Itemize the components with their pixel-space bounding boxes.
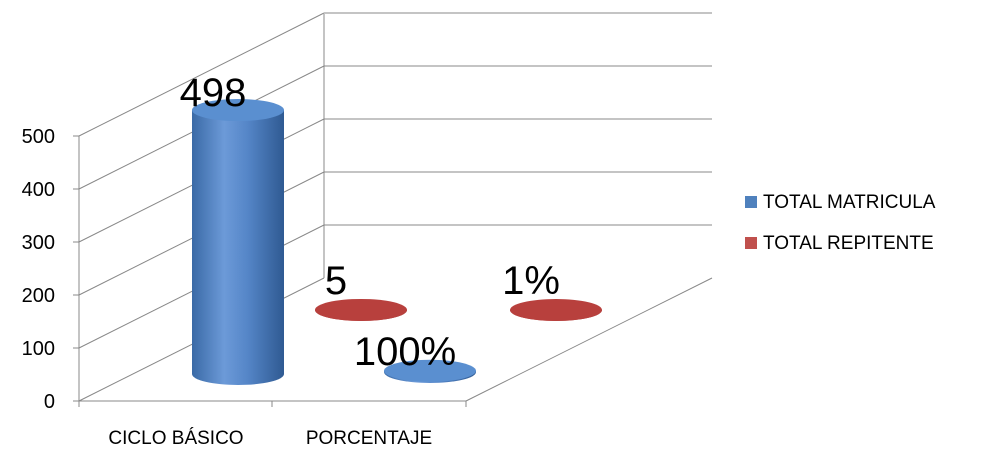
- bar-ciclo-basico-matricula: [192, 99, 284, 385]
- bars: [192, 99, 602, 385]
- y-axis-ticks: 0 100 200 300 400 500: [22, 126, 79, 413]
- data-label: 1%: [502, 259, 560, 303]
- y-tick-label: 200: [22, 285, 55, 307]
- gridline-side: [78, 12, 325, 137]
- bar-ciclo-basico-repitente: [315, 298, 407, 321]
- floor-right-edge: [465, 277, 713, 402]
- y-tick-label: 300: [22, 232, 55, 254]
- x-axis-ticks: [78, 401, 467, 407]
- legend-swatch: [745, 237, 757, 249]
- x-axis-categories: CICLO BÁSICO PORCENTAJE: [108, 428, 432, 449]
- bar-top: [384, 359, 476, 382]
- legend-label: TOTAL MATRICULA: [763, 192, 936, 213]
- data-label: 498: [180, 71, 247, 115]
- bar-porcentaje-matricula: [384, 359, 476, 383]
- y-tick-label: 0: [44, 391, 55, 413]
- data-label: 100%: [354, 330, 456, 374]
- bar-top: [192, 99, 284, 122]
- y-tick-label: 100: [22, 338, 55, 360]
- legend-swatch: [745, 196, 757, 208]
- x-category-label: PORCENTAJE: [306, 428, 432, 449]
- legend-label: TOTAL REPITENTE: [763, 233, 934, 254]
- x-category-label: CICLO BÁSICO: [108, 428, 243, 449]
- bar-body: [192, 110, 284, 385]
- y-tick-label: 400: [22, 179, 55, 201]
- bar-porcentaje-repitente: [510, 298, 602, 321]
- data-label: 5: [325, 259, 347, 303]
- gridlines: [78, 12, 712, 349]
- bar-top: [315, 298, 407, 321]
- legend: TOTAL MATRICULA TOTAL REPITENTE: [745, 192, 936, 254]
- bar-top: [510, 298, 602, 321]
- y-tick-label: 500: [22, 126, 55, 148]
